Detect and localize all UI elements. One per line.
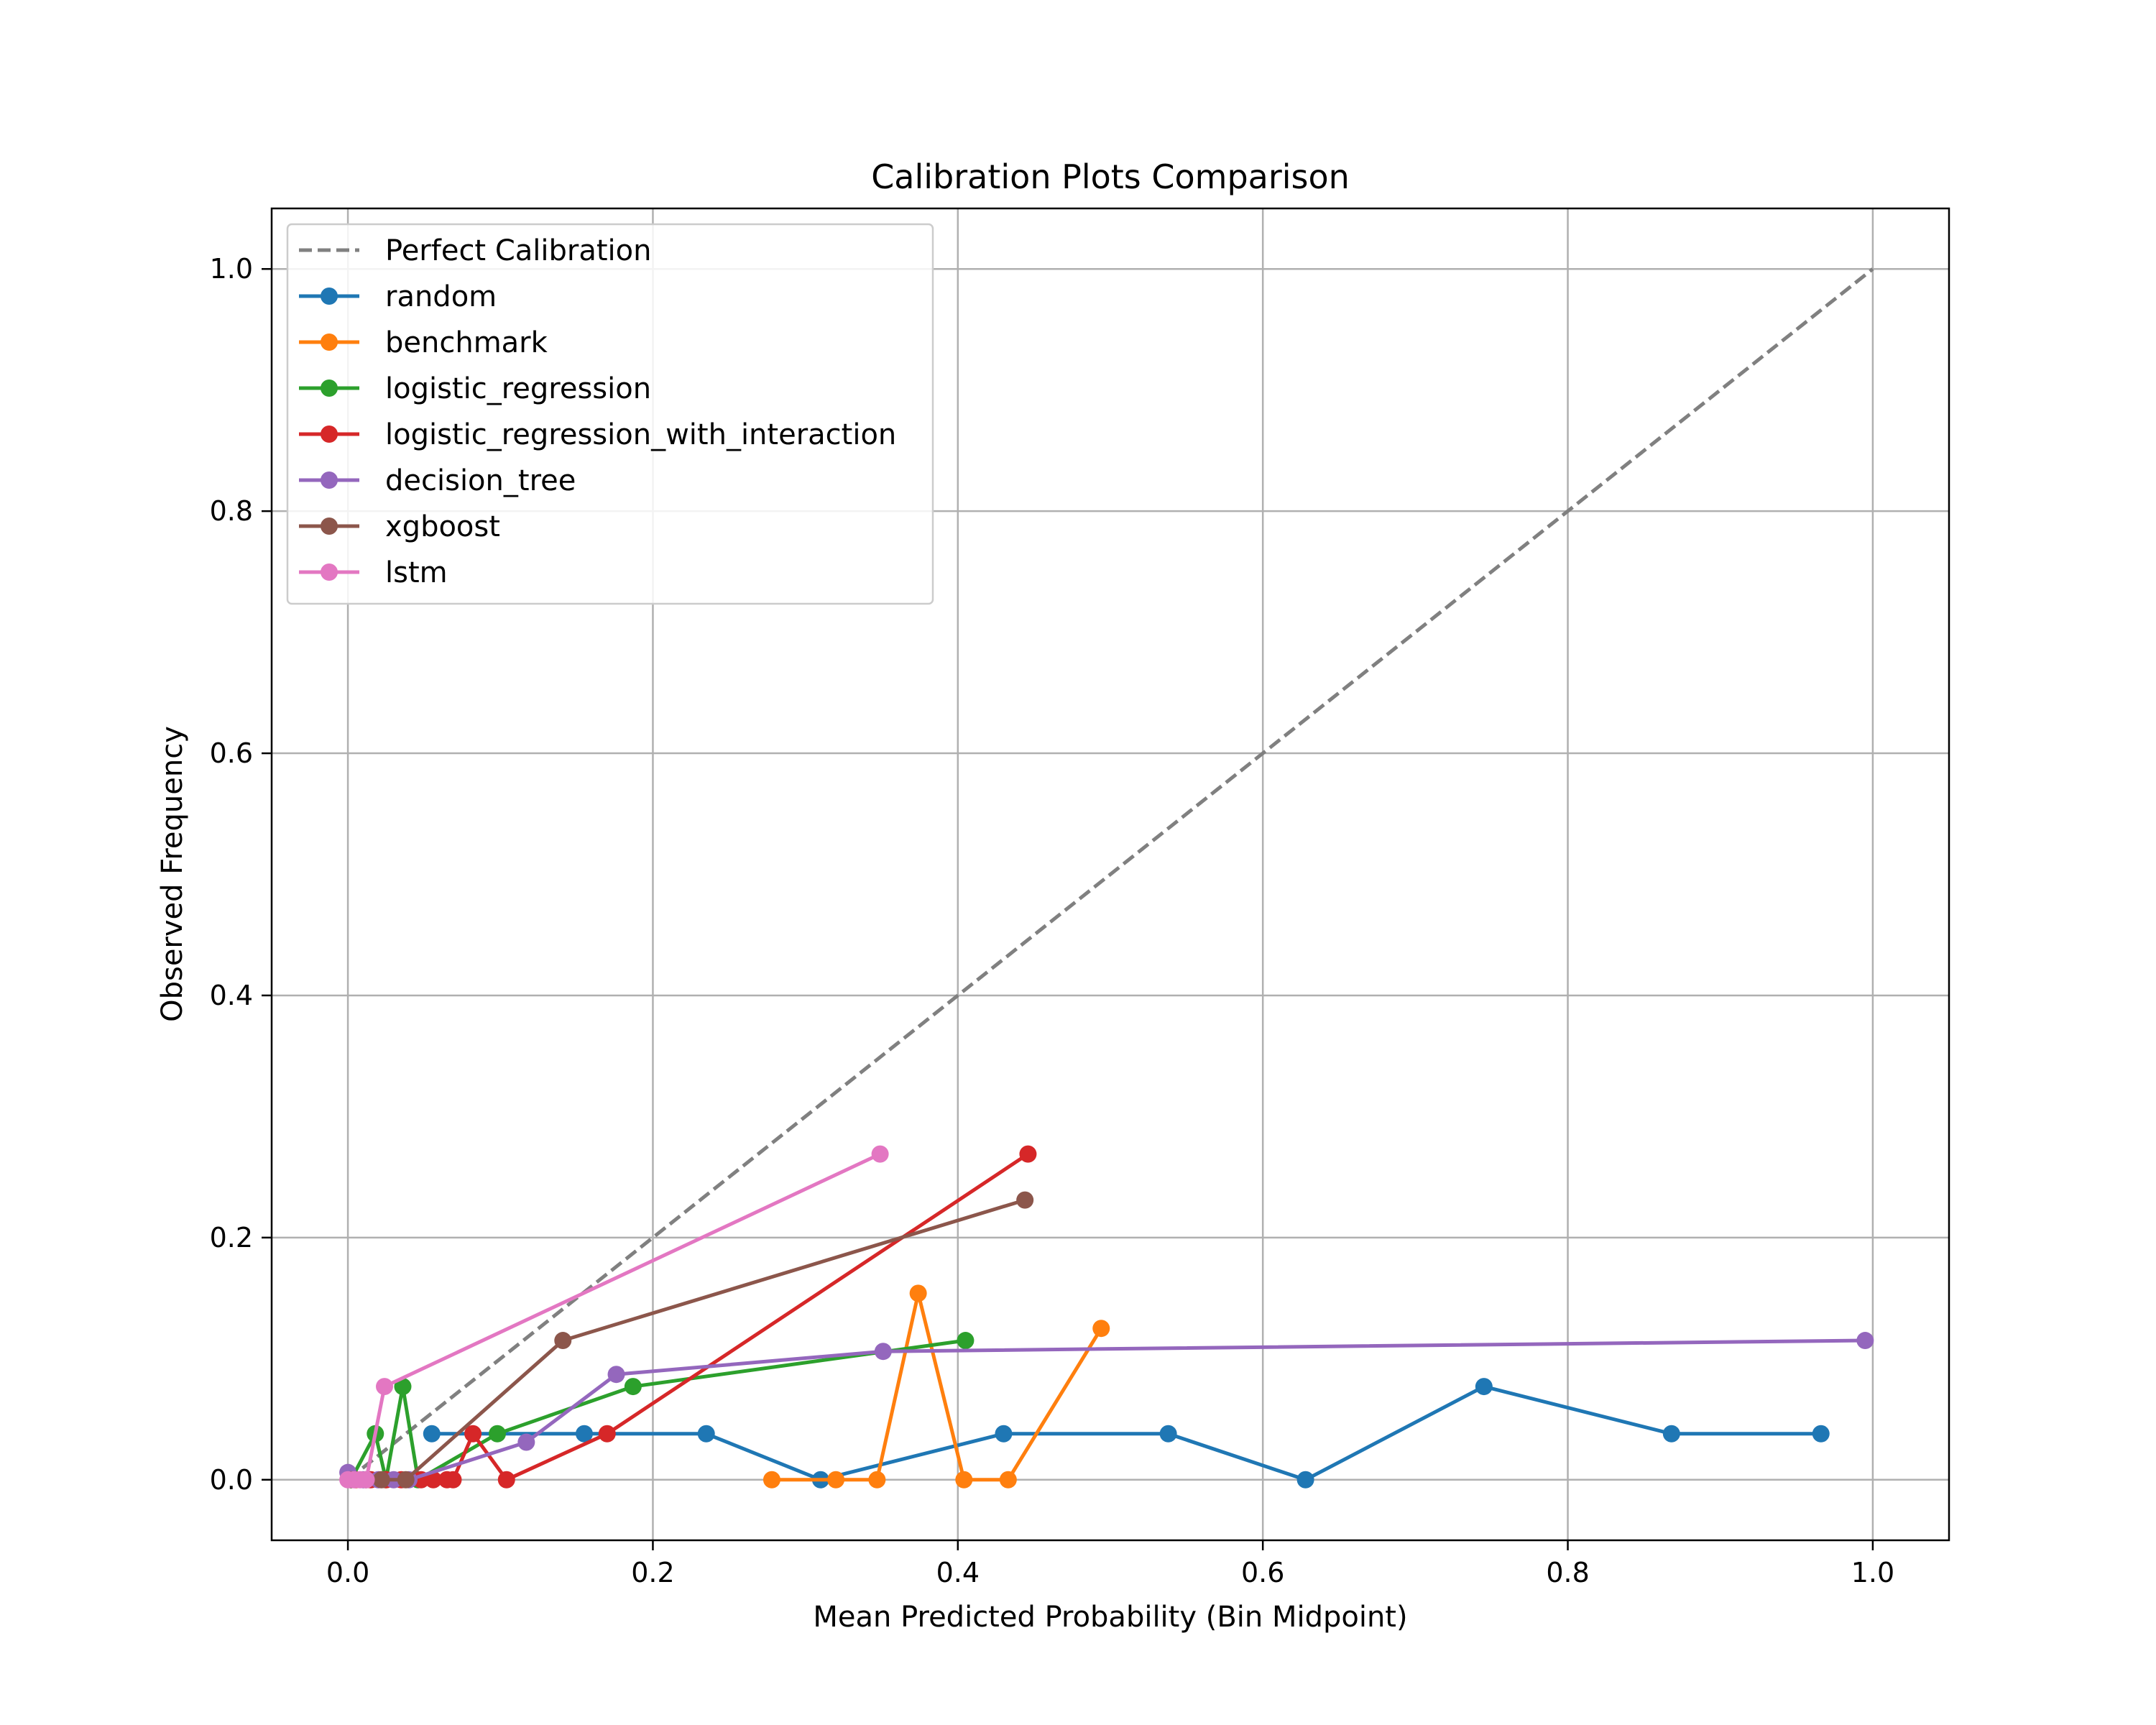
series-line-random	[431, 1384, 1821, 1482]
y-tick-label-3: 0.6	[210, 737, 253, 769]
point-lstm-5	[871, 1145, 889, 1163]
reference-layer	[346, 267, 1874, 1481]
y-tick-label-5: 1.0	[210, 253, 253, 285]
legend-box	[286, 223, 934, 605]
legend-item-lstm: lstm	[299, 556, 448, 589]
legend-label: xgboost	[385, 510, 500, 543]
point-benchmark-4	[955, 1471, 973, 1489]
point-random-7	[1475, 1378, 1493, 1396]
point-benchmark-6	[1092, 1320, 1110, 1338]
legend-swatch-marker	[321, 426, 338, 443]
point-random-0	[423, 1425, 441, 1443]
legend-swatch-marker	[321, 564, 338, 581]
grid	[272, 208, 1949, 1540]
legend-label: logistic_regression	[385, 372, 651, 405]
series-lstm	[339, 1145, 889, 1489]
legend-label: random	[385, 280, 497, 313]
point-random-4	[995, 1425, 1013, 1443]
y-tick-label-4: 0.8	[210, 495, 253, 527]
legend-label: decision_tree	[385, 464, 576, 497]
point-logistic_regression_with_interaction-8	[464, 1425, 482, 1443]
legend-swatch-marker	[321, 288, 338, 305]
y-axis-label: Observed Frequency	[156, 726, 189, 1022]
point-logistic_regression_with_interaction-7	[444, 1471, 462, 1489]
legend-swatch-marker	[321, 518, 338, 535]
point-random-9	[1812, 1425, 1830, 1443]
legend-item-xgboost: xgboost	[299, 510, 500, 543]
legend-item-Perfect Calibration: Perfect Calibration	[299, 234, 651, 267]
perfect-calibration-line	[346, 267, 1874, 1481]
point-xgboost-4	[554, 1332, 572, 1350]
point-lstm-3	[357, 1471, 375, 1489]
legend-item-logistic_regression: logistic_regression	[299, 372, 651, 405]
point-lstm-4	[376, 1378, 394, 1396]
y-tick-label-0: 0.0	[210, 1464, 253, 1496]
point-xgboost-5	[1016, 1191, 1034, 1209]
point-logistic_regression_with_interaction-9	[497, 1471, 515, 1489]
point-random-2	[697, 1425, 715, 1443]
legend-label: benchmark	[385, 326, 548, 359]
point-decision_tree-7	[874, 1343, 892, 1361]
point-logistic_regression_with_interaction-10	[598, 1425, 616, 1443]
point-logistic_regression_with_interaction-5	[424, 1471, 442, 1489]
point-xgboost-3	[397, 1471, 415, 1489]
x-tick-label-1: 0.2	[631, 1557, 674, 1588]
point-benchmark-2	[868, 1471, 886, 1489]
x-tick-label-4: 0.8	[1546, 1557, 1589, 1588]
point-logistic_regression-5	[489, 1425, 507, 1443]
point-decision_tree-5	[517, 1433, 535, 1451]
point-logistic_regression-3	[394, 1378, 412, 1396]
point-random-1	[575, 1425, 593, 1443]
point-benchmark-0	[763, 1471, 780, 1489]
legend-swatch-marker	[321, 472, 338, 489]
legend-label: logistic_regression_with_interaction	[385, 418, 896, 451]
legend-label: lstm	[385, 556, 448, 589]
point-decision_tree-8	[1856, 1332, 1874, 1350]
legend-swatch-marker	[321, 380, 338, 397]
plot-frame	[270, 207, 1950, 1542]
point-random-5	[1159, 1425, 1177, 1443]
x-tick-label-2: 0.4	[936, 1557, 980, 1588]
x-axis-ticks: 0.0 0.2 0.4 0.6 0.8 1.0	[326, 1540, 1894, 1588]
legend-item-logistic_regression_with_interaction: logistic_regression_with_interaction	[299, 418, 896, 451]
x-tick-label-5: 1.0	[1851, 1557, 1894, 1588]
point-logistic_regression_with_interaction-11	[1019, 1145, 1037, 1163]
point-benchmark-5	[999, 1471, 1017, 1489]
legend-label: Perfect Calibration	[385, 234, 651, 267]
x-axis-label: Mean Predicted Probability (Bin Midpoint…	[813, 1601, 1407, 1634]
point-logistic_regression-6	[624, 1378, 642, 1396]
x-tick-label-0: 0.0	[326, 1557, 369, 1588]
point-logistic_regression-7	[957, 1332, 975, 1350]
legend-item-random: random	[299, 280, 497, 313]
x-tick-label-3: 0.6	[1241, 1557, 1284, 1588]
point-random-6	[1296, 1471, 1314, 1489]
point-decision_tree-6	[607, 1366, 625, 1384]
point-random-8	[1662, 1425, 1680, 1443]
point-benchmark-1	[827, 1471, 845, 1489]
y-axis-ticks: 0.0 0.2 0.4 0.6 0.8 1.0	[210, 253, 272, 1496]
point-benchmark-3	[909, 1284, 927, 1302]
legend-item-benchmark: benchmark	[299, 326, 548, 359]
y-tick-label-2: 0.4	[210, 980, 253, 1011]
point-xgboost-2	[372, 1471, 390, 1489]
legend-swatch-marker	[321, 334, 338, 351]
series-layer	[339, 1145, 1874, 1489]
series-benchmark	[763, 1284, 1110, 1489]
legend-item-decision_tree: decision_tree	[299, 464, 576, 497]
chart-title: Calibration Plots Comparison	[871, 157, 1350, 196]
legend: Perfect Calibration random benchmark logist…	[286, 223, 934, 605]
y-tick-label-1: 0.2	[210, 1222, 253, 1254]
